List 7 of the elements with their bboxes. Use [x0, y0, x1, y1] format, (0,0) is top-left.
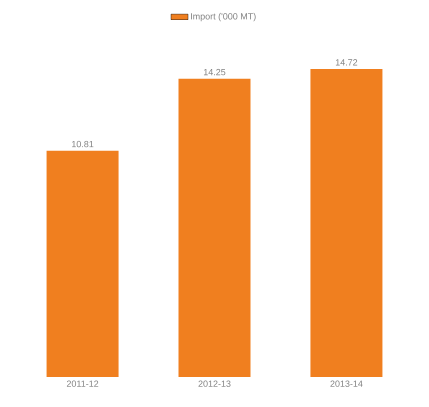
- x-tick-label: 2012-13: [198, 380, 231, 387]
- legend-label: Import ('000 MT): [191, 12, 256, 22]
- data-label: 10.81: [72, 140, 94, 148]
- data-label: 14.72: [336, 59, 358, 66]
- x-tick-label: 2011-12: [66, 380, 98, 387]
- data-label: 14.25: [204, 68, 226, 76]
- x-tick-label: 2013-14: [330, 380, 363, 387]
